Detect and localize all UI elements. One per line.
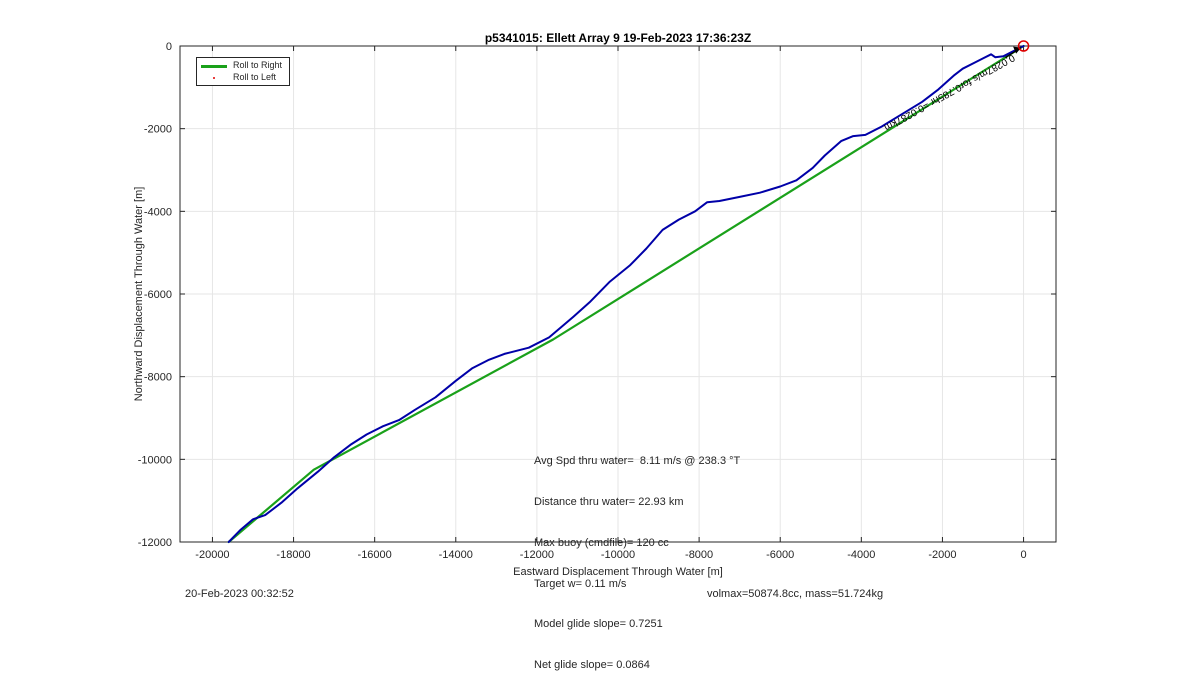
y-tick-label: -2000	[144, 124, 172, 136]
legend: Roll to Right Roll to Left	[196, 57, 290, 86]
y-tick-label: 0	[166, 41, 172, 53]
x-tick-label: -18000	[276, 549, 310, 561]
y-axis-label: Northward Displacement Through Water [m]	[133, 187, 145, 402]
legend-item-roll-right: Roll to Right	[197, 60, 289, 72]
series-roll-right-line	[227, 44, 1025, 544]
y-tick-label: -10000	[138, 454, 172, 466]
x-tick-label: -12000	[520, 549, 554, 561]
stat-line: Target w= 0.11 m/s	[534, 577, 627, 590]
legend-swatch-line	[201, 65, 227, 68]
y-tick-label: -12000	[138, 537, 172, 549]
tick-marks	[180, 45, 1056, 543]
y-tick-label: -8000	[144, 372, 172, 384]
stat-line: Max buoy (cmdfile)= 120 cc	[534, 536, 669, 549]
x-tick-label: -14000	[439, 549, 473, 561]
y-tick-labels: 0 -2000 -4000 -6000 -8000 -10000 -12000	[138, 41, 172, 549]
stat-line: Model glide slope= 0.7251	[534, 618, 663, 631]
footer-mass-info: volmax=50874.8cc, mass=51.724kg	[707, 588, 884, 600]
x-tick-label: -4000	[847, 549, 875, 561]
legend-swatch-dot	[213, 77, 215, 79]
x-tick-label: 0	[1020, 549, 1026, 561]
end-marker	[1017, 40, 1030, 52]
stats-annotation: Avg Spd thru water= 8.11 m/s @ 238.3 °T …	[534, 428, 740, 686]
x-tick-label: -10000	[601, 549, 635, 561]
chart-figure: -20000 -18000 -16000 -14000 -12000 -10000 -800…	[133, 31, 1057, 578]
x-tick-labels: -20000 -18000 -16000 -14000 -12000 -10000 -800…	[195, 549, 1026, 561]
series-track-line	[227, 45, 1025, 543]
x-tick-label: -16000	[358, 549, 392, 561]
stat-line: Avg Spd thru water= 8.11 m/s @ 238.3 °T	[534, 455, 741, 468]
y-tick-label: -4000	[144, 206, 172, 218]
x-axis-label: Eastward Displacement Through Water [m]	[513, 566, 723, 578]
x-tick-label: -6000	[766, 549, 794, 561]
legend-item-roll-left: Roll to Left	[197, 72, 289, 84]
rotated-segment-label: 0.0287m/s for0.785hr =0.0287km	[882, 52, 1016, 133]
x-tick-label: -20000	[195, 549, 229, 561]
y-tick-label: -6000	[144, 289, 172, 301]
footer-timestamp: 20-Feb-2023 00:32:52	[185, 588, 294, 600]
stat-line: Distance thru water= 22.93 km	[534, 495, 684, 508]
stat-line: Net glide slope= 0.0864	[534, 659, 650, 672]
chart-title: p5341015: Ellett Array 9 19-Feb-2023 17:…	[485, 31, 751, 45]
legend-label: Roll to Left	[233, 72, 277, 82]
x-tick-label: -8000	[685, 549, 713, 561]
x-tick-label: -2000	[928, 549, 956, 561]
legend-label: Roll to Right	[233, 60, 283, 70]
